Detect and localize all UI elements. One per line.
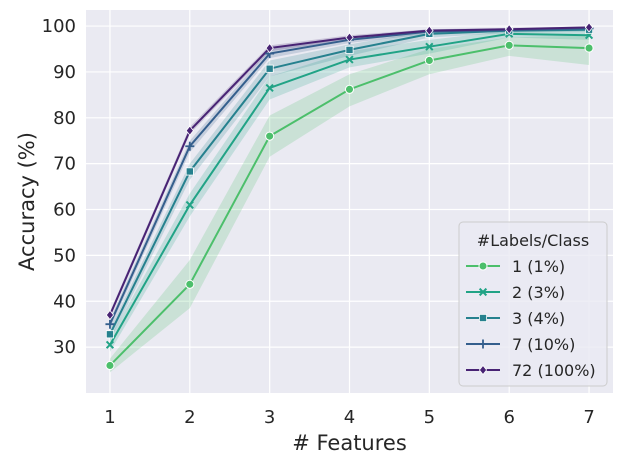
series-1-point <box>504 40 514 50</box>
y-tick-label: 30 <box>53 337 76 358</box>
series-2-point <box>345 55 354 64</box>
series-1-point <box>185 279 195 289</box>
y-tick-label: 80 <box>53 108 76 129</box>
x-axis-label: # Features <box>292 431 407 455</box>
series-2-confidence-band <box>109 30 590 352</box>
legend-entry: 2 (3%) <box>466 283 565 302</box>
y-tick-label: 40 <box>53 291 76 312</box>
legend-swatch-marker <box>478 313 487 322</box>
legend-swatch-marker <box>478 339 488 349</box>
x-tick-label: 4 <box>344 407 355 428</box>
series-3-point <box>105 330 114 339</box>
legend-entry: 72 (100%) <box>466 361 596 380</box>
x-tick-label: 7 <box>583 407 594 428</box>
series-2-point <box>105 340 115 349</box>
legend-entries: 1 (1%) 2 (3%) 3 (4%) 7 (10%) 72 (100%) <box>466 257 596 380</box>
series-4-point <box>185 141 195 151</box>
legend: #Labels/Class 1 (1%) 2 (3%) 3 (4%) 7 (10%) 7… <box>458 221 608 387</box>
series-4-point <box>105 319 115 329</box>
series-5-point <box>265 42 274 54</box>
series-5-point <box>345 32 354 43</box>
legend-title: #Labels/Class <box>477 231 589 250</box>
series-1-point <box>265 131 275 141</box>
legend-swatch-marker <box>478 287 488 297</box>
legend-label: 3 (4%) <box>512 309 565 328</box>
y-tick-label: 70 <box>53 154 76 175</box>
series-5-point <box>105 309 115 321</box>
series-3-point <box>265 64 274 73</box>
series-5-point <box>505 24 514 35</box>
series-markers <box>105 22 594 371</box>
series-1-point <box>105 360 115 371</box>
series-1-point <box>424 55 434 66</box>
legend-entry: 3 (4%) <box>466 309 565 328</box>
series-2-point <box>425 42 434 51</box>
y-axis-label: Accuracy (%) <box>15 132 39 271</box>
y-tick-label: 50 <box>53 245 76 266</box>
series-5-point <box>425 25 434 36</box>
series-1-point <box>344 84 355 94</box>
series-2-point <box>185 200 194 210</box>
y-tick-labels: 30 40 50 60 70 80 90 100 <box>42 16 76 358</box>
legend-label: 72 (100%) <box>512 361 596 380</box>
x-tick-labels: 1 2 3 4 5 6 7 <box>104 407 595 428</box>
series-5-point <box>185 125 194 136</box>
y-tick-label: 60 <box>53 200 76 221</box>
legend-swatch-marker <box>478 364 488 376</box>
legend-label: 2 (3%) <box>512 283 565 302</box>
series-1-confidence-band <box>109 35 590 373</box>
legend-swatch-marker <box>478 261 488 271</box>
series-2-point <box>265 83 274 93</box>
legend-entry: 7 (10%) <box>466 335 575 354</box>
legend-label: 7 (10%) <box>512 335 575 354</box>
x-tick-label: 3 <box>264 407 275 428</box>
y-tick-label: 100 <box>42 16 76 37</box>
legend-entry: 1 (1%) <box>466 257 565 276</box>
series-4-confidence-band <box>109 26 590 329</box>
confidence-bands <box>109 26 590 373</box>
series-1-point <box>584 43 594 53</box>
legend-label: 1 (1%) <box>512 257 565 276</box>
x-tick-label: 6 <box>503 407 514 428</box>
series-3-point <box>185 167 194 176</box>
series-3-point <box>345 45 354 54</box>
series-5-point <box>584 22 594 33</box>
x-tick-label: 2 <box>184 407 195 428</box>
y-tick-label: 90 <box>53 62 76 83</box>
x-tick-label: 5 <box>424 407 435 428</box>
x-tick-label: 1 <box>104 407 115 428</box>
